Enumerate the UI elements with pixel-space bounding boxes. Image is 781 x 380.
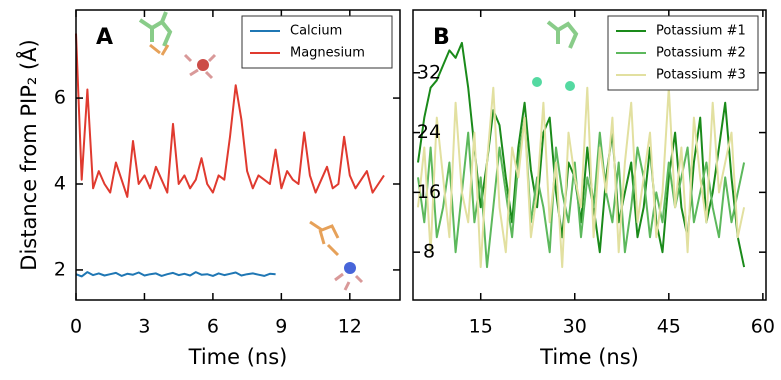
y-tick-label: 4: [54, 173, 66, 195]
data-line: [76, 272, 276, 276]
x-axis-label: Time (ns): [539, 345, 639, 369]
x-tick-label: 45: [657, 316, 681, 338]
data-line: [418, 88, 744, 267]
x-axis-label: Time (ns): [188, 345, 288, 369]
x-tick-label: 3: [138, 316, 150, 338]
x-tick-label: 0: [70, 316, 82, 338]
legend-label: Potassium #1: [656, 24, 746, 39]
x-tick-label: 9: [275, 316, 287, 338]
y-tick-label: 24: [417, 121, 441, 143]
y-tick-label: 32: [417, 61, 441, 83]
y-tick-label: 2: [54, 258, 66, 280]
legend-label: Potassium #2: [656, 46, 746, 61]
legend-label: Potassium #3: [656, 68, 746, 83]
panel: 0 3 6 9 12 2 4 6 Time (ns) A Calcium Magnesium: [54, 10, 400, 369]
panel-label: A: [96, 25, 113, 50]
legend-label: Magnesium: [290, 46, 365, 61]
panel-label: B: [433, 25, 450, 50]
x-tick-label: 60: [751, 316, 775, 338]
page: Distance from PIP₂ (Å) 036912246Time (ns…: [0, 0, 781, 380]
figure: Distance from PIP₂ (Å) 036912246Time (ns…: [0, 0, 781, 380]
x-tick-label: 12: [338, 316, 362, 338]
legend-label: Calcium: [290, 24, 342, 39]
x-tick-label: 6: [207, 316, 219, 338]
x-tick-label: 15: [469, 316, 493, 338]
y-tick-label: 8: [423, 241, 435, 263]
y-tick-label: 16: [417, 181, 441, 203]
panel: 15 30 45 60 8 16 24 32 Time (ns) B Potassium #1 Pot…: [413, 10, 775, 369]
y-axis-label: Distance from PIP₂ (Å): [15, 39, 41, 270]
y-tick-label: 6: [54, 87, 66, 109]
x-tick-label: 30: [563, 316, 587, 338]
